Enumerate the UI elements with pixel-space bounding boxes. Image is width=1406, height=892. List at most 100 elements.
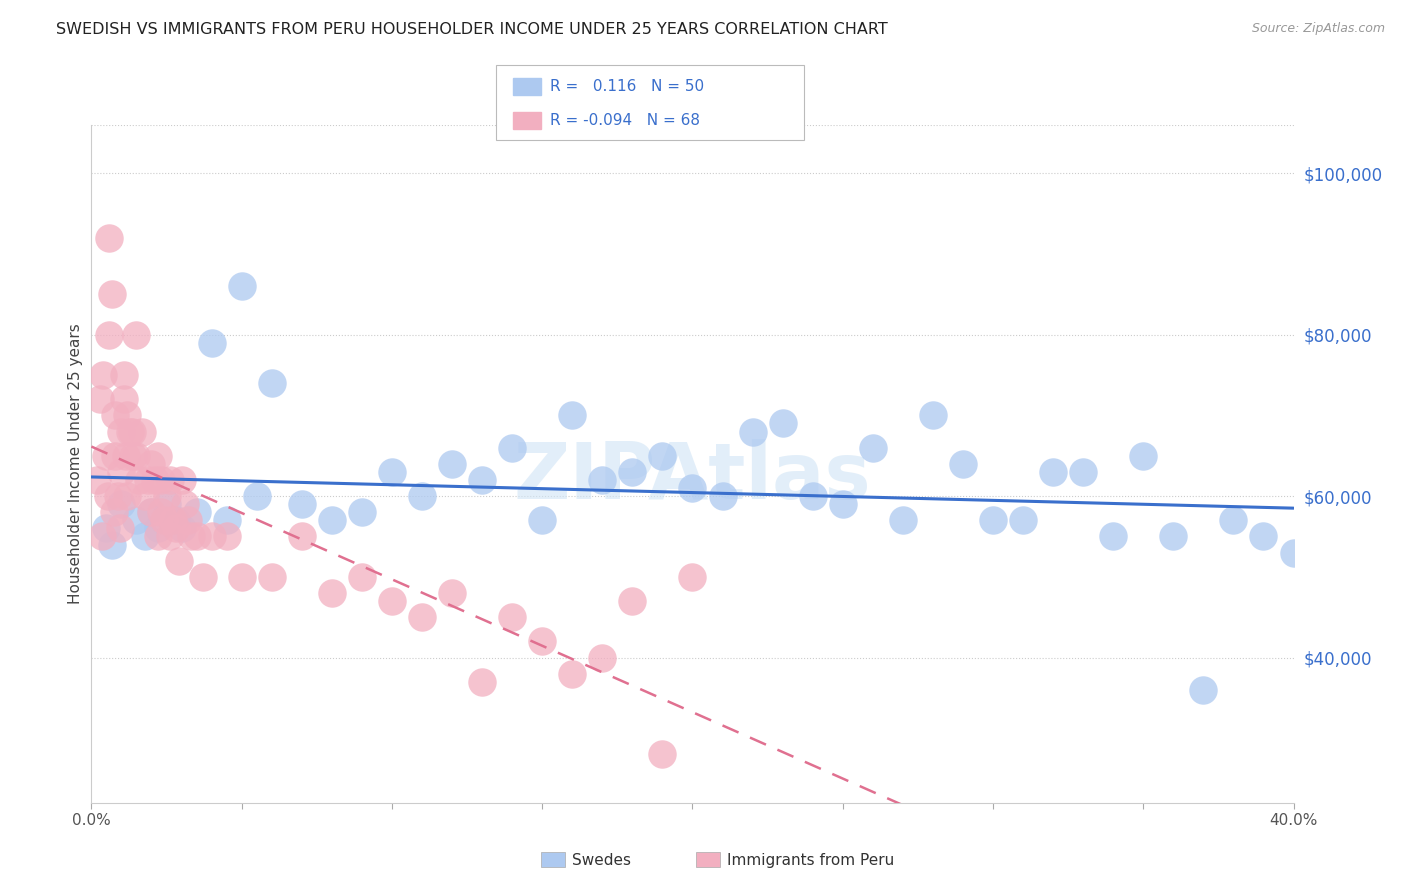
Point (1253, 529, 1275, 543)
Point (891, 513, 914, 527)
Text: SWEDISH VS IMMIGRANTS FROM PERU HOUSEHOLDER INCOME UNDER 25 YEARS CORRELATION CH: SWEDISH VS IMMIGRANTS FROM PERU HOUSEHOL… (56, 22, 889, 37)
Point (246, 489, 269, 503)
Point (128, 473, 150, 487)
Point (981, 513, 1004, 527)
Point (170, 473, 193, 487)
Point (1071, 465, 1094, 479)
Point (862, 441, 884, 455)
Point (531, 634, 554, 648)
Point (90, 529, 112, 543)
Point (122, 449, 145, 463)
Point (801, 489, 824, 503)
Point (531, 513, 554, 527)
Point (381, 594, 404, 608)
Point (141, 505, 163, 519)
Point (711, 489, 734, 503)
Point (108, 521, 131, 535)
Point (155, 489, 177, 503)
Point (98, 231, 121, 245)
Text: R = -0.094   N = 68: R = -0.094 N = 68 (550, 113, 700, 128)
Point (176, 513, 198, 527)
Point (441, 457, 464, 471)
Point (471, 674, 494, 689)
Point (651, 449, 673, 463)
Point (591, 650, 613, 665)
Point (86, 473, 108, 487)
Point (1222, 513, 1244, 527)
Point (501, 441, 523, 455)
Point (98, 327, 121, 342)
Text: Source: ZipAtlas.com: Source: ZipAtlas.com (1251, 22, 1385, 36)
Point (1132, 449, 1154, 463)
Point (110, 497, 132, 511)
Point (772, 417, 794, 431)
Point (125, 513, 148, 527)
Point (101, 537, 124, 551)
Point (1012, 513, 1035, 527)
Point (561, 409, 583, 423)
Point (110, 425, 132, 439)
Point (381, 465, 404, 479)
Point (260, 570, 283, 584)
Point (681, 481, 703, 495)
Point (117, 409, 139, 423)
Point (159, 473, 181, 487)
Point (125, 449, 148, 463)
Point (155, 497, 177, 511)
Point (621, 594, 644, 608)
Point (180, 529, 202, 543)
Point (146, 529, 169, 543)
Point (89, 392, 111, 407)
Point (741, 425, 763, 439)
Point (1282, 546, 1305, 560)
Point (121, 425, 143, 439)
Point (134, 489, 156, 503)
Point (110, 465, 132, 479)
Point (831, 497, 853, 511)
Point (117, 489, 139, 503)
Point (350, 505, 373, 519)
Point (93, 368, 115, 382)
Point (291, 529, 314, 543)
Point (411, 610, 433, 624)
Point (165, 521, 187, 535)
Point (149, 473, 172, 487)
Point (173, 497, 195, 511)
Point (103, 505, 125, 519)
Point (114, 392, 136, 407)
Point (1102, 529, 1125, 543)
Point (97, 489, 120, 503)
Point (231, 279, 253, 293)
Point (231, 570, 253, 584)
Point (321, 586, 343, 600)
Text: ZIPAtlas: ZIPAtlas (513, 440, 872, 516)
Point (104, 449, 127, 463)
Point (115, 449, 138, 463)
Point (186, 505, 208, 519)
Point (134, 529, 156, 543)
Point (152, 513, 174, 527)
Point (1161, 529, 1184, 543)
Point (651, 747, 673, 762)
Point (1192, 682, 1215, 697)
Point (411, 489, 433, 503)
Point (186, 529, 208, 543)
Point (321, 513, 343, 527)
Point (501, 610, 523, 624)
Point (291, 497, 314, 511)
Point (201, 335, 224, 350)
Point (260, 376, 283, 391)
Text: Immigrants from Peru: Immigrants from Peru (727, 853, 894, 868)
Text: R =   0.116   N = 50: R = 0.116 N = 50 (550, 79, 704, 95)
Point (165, 513, 187, 527)
Point (138, 473, 160, 487)
Point (1042, 465, 1064, 479)
Point (149, 505, 172, 519)
Point (681, 570, 703, 584)
Point (141, 505, 163, 519)
Point (215, 529, 238, 543)
Point (143, 473, 166, 487)
Point (131, 425, 153, 439)
Point (96, 521, 118, 535)
Point (350, 570, 373, 584)
